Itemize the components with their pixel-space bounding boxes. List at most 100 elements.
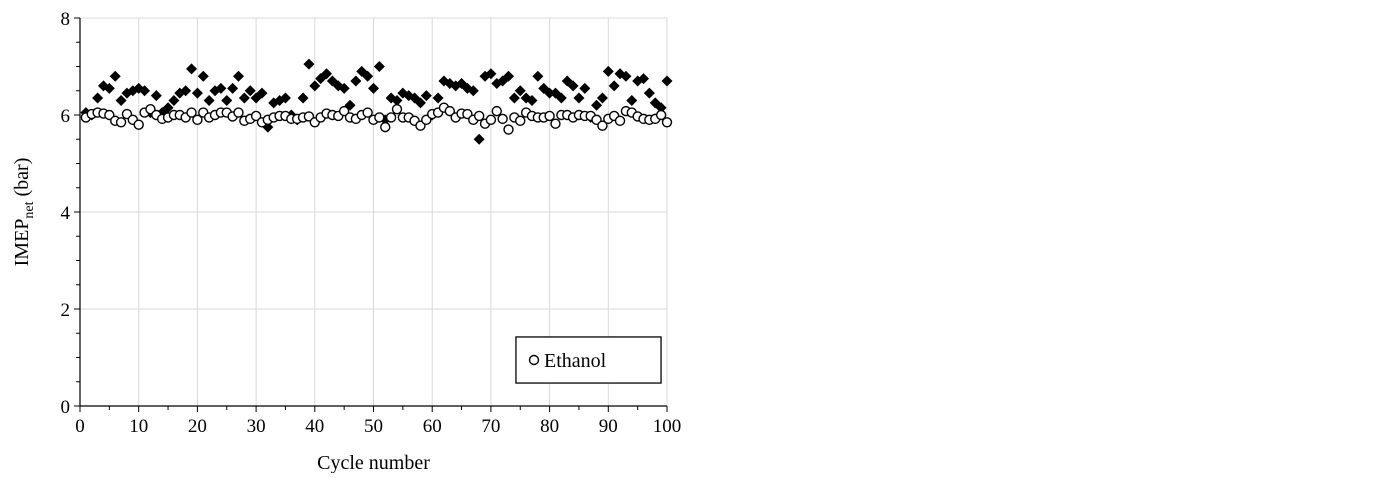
chart-0-point-0-28 (244, 85, 256, 97)
chart-0-point-0-81 (555, 92, 567, 104)
chart-0-point-1-99 (661, 117, 673, 128)
chart-0-point-0-69 (485, 68, 497, 80)
chart-0-point-0-7 (121, 87, 133, 99)
chart-0-ytick-label-4: 8 (61, 9, 71, 30)
chart-0-point-0-20 (197, 70, 209, 82)
chart-0-point-0-92 (620, 70, 632, 82)
chart-0-point-0-46 (350, 75, 362, 87)
chart-0-point-0-25 (227, 82, 239, 94)
chart-0-point-1-71 (497, 113, 508, 125)
chart-0-point-0-19 (191, 87, 203, 99)
chart-0-point-0-93 (626, 94, 638, 106)
chart-0-ytick-label-1: 2 (61, 300, 71, 321)
chart-0-point-0-15 (168, 94, 180, 106)
chart-0-xtick-label-2: 20 (188, 416, 207, 437)
chart-0-xtick-label-9: 90 (599, 416, 618, 437)
chart-0-point-0-10 (139, 85, 151, 97)
chart-0-legend: Ethanol (515, 336, 662, 384)
chart-0-point-0-27 (238, 92, 250, 104)
chart-0-point-1-18 (186, 107, 197, 118)
chart-0-point-0-6 (115, 94, 127, 106)
chart-0-point-0-5 (109, 70, 121, 82)
chart-0-xtick-label-5: 50 (364, 416, 383, 437)
chart-0-y-axis-title: IMEPnet (bar) (11, 158, 37, 267)
chart-0-point-0-60 (432, 92, 444, 104)
chart-0-point-1-6 (115, 117, 127, 128)
chart-0-point-1-74 (515, 115, 526, 127)
chart-0-x-axis-title: Cycle number (317, 452, 430, 473)
chart-0-point-0-58 (420, 90, 432, 102)
chart-0-point-0-21 (203, 94, 215, 106)
chart-0-point-0-17 (180, 85, 192, 97)
chart-0-series-ethanol (80, 102, 673, 135)
chart-0-xtick-label-8: 80 (540, 416, 559, 437)
chart-0-point-0-2 (92, 92, 104, 104)
chart-0-point-0-14 (162, 102, 174, 114)
chart-0-point-1-51 (380, 121, 391, 133)
chart-0-point-0-87 (591, 99, 603, 111)
chart-0-point-0-26 (232, 70, 244, 82)
chart-0-legend-marker (528, 354, 540, 366)
chart-0-point-1-98 (655, 109, 667, 121)
chart-0-xtick-label-1: 10 (129, 416, 148, 437)
chart-0-point-1-88 (597, 120, 608, 131)
chart-0-series-gasoline (80, 58, 673, 145)
chart-0-xtick-label-10: 100 (653, 416, 682, 437)
chart-0-point-0-38 (303, 58, 315, 70)
chart-0-point-1-53 (391, 103, 403, 115)
chart-0-point-1-44 (338, 105, 350, 117)
chart-0-point-0-30 (256, 87, 268, 99)
chart-0-point-0-90 (608, 80, 620, 92)
chart-0-point-0-99 (661, 75, 673, 87)
chart-0-point-0-96 (643, 87, 655, 99)
chart-0-point-1-48 (362, 107, 373, 118)
chart-0-point-0-18 (186, 63, 198, 75)
chart-0-point-0-50 (373, 61, 385, 72)
chart-0-point-1-26 (233, 107, 244, 118)
chart-0-point-0-74 (514, 85, 526, 97)
chart-0-legend-label: Ethanol (544, 350, 607, 372)
chart-0-point-0-84 (573, 92, 585, 104)
chart-0-point-0-49 (368, 82, 379, 94)
chart-0-point-1-80 (550, 118, 561, 129)
chart-0-point-1-79 (544, 110, 555, 122)
chart-0-point-0-66 (467, 85, 479, 97)
chart-0-ytick-label-2: 4 (61, 203, 71, 224)
chart-0-point-0-67 (473, 133, 485, 145)
chart-0-point-0-41 (321, 68, 333, 80)
chart-0-point-0-77 (532, 70, 544, 82)
chart-0-point-0-37 (297, 92, 309, 104)
chart-0-point-0-44 (338, 82, 350, 94)
chart-0-xtick-label-3: 30 (247, 416, 266, 437)
chart-0-point-0-89 (602, 65, 614, 77)
gasoline-chart-panel: 0 10 20 30 40 50 60 70 80 90 100 0 2 4 6 8 Cycle number I… (11, 9, 682, 474)
chart-0-point-1-62 (444, 105, 456, 117)
chart-0-point-0-39 (309, 80, 321, 92)
chart-0-ytick-label-0: 0 (61, 397, 71, 418)
chart-0-xtick-label-4: 40 (305, 416, 324, 437)
chart-0-point-1-67 (473, 110, 485, 122)
chart-0-point-0-23 (215, 82, 227, 94)
chart-0-point-0-95 (638, 73, 650, 85)
chart-0-point-0-83 (567, 80, 579, 92)
chart-0-point-1-19 (192, 114, 203, 126)
chart-0-point-0-73 (508, 92, 520, 104)
chart-0-point-0-98 (655, 102, 667, 114)
chart-0-point-0-53 (391, 94, 403, 106)
chart-0-point-1-52 (385, 112, 397, 123)
chart-0-legend-box (515, 336, 662, 384)
chart-0-point-1-50 (374, 112, 385, 123)
chart-0-point-1-70 (491, 105, 502, 117)
chart-0-point-0-76 (526, 94, 538, 106)
chart-0-point-0-4 (103, 82, 115, 94)
chart-0-xtick-label-7: 70 (481, 416, 500, 437)
chart-0-xtick-label-0: 0 (75, 416, 85, 437)
chart-0-point-0-34 (279, 92, 291, 104)
chart-0-point-1-72 (503, 124, 514, 135)
chart-0-point-1-91 (614, 115, 626, 127)
chart-0-point-0-12 (150, 90, 162, 102)
chart-0-point-0-24 (221, 94, 233, 106)
chart-0-point-0-72 (503, 70, 515, 82)
chart-0-xtick-label-6: 60 (423, 416, 442, 437)
